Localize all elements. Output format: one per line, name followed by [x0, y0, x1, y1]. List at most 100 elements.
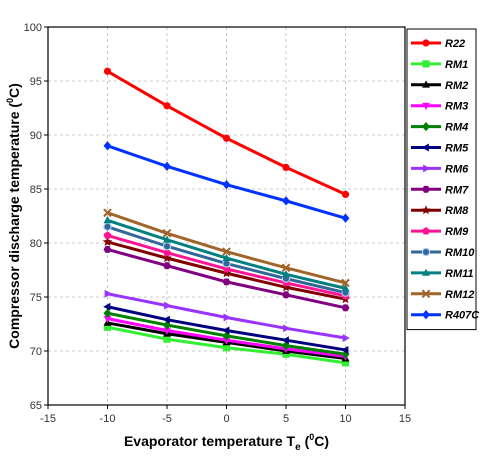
x-tick-label: 5	[283, 413, 289, 425]
data-point	[103, 216, 112, 224]
legend-item: RM9	[411, 226, 469, 238]
series-rm11	[103, 216, 350, 292]
x-tick-label: -10	[100, 413, 116, 425]
legend-item: RM4	[411, 122, 468, 134]
y-tick-label: 95	[30, 76, 42, 88]
legend-swatch-marker	[421, 289, 431, 299]
data-point	[162, 253, 172, 263]
x-tick-label: 15	[399, 413, 411, 425]
series-rm1	[103, 323, 350, 367]
legend-item: R407C	[411, 310, 480, 322]
data-point	[163, 102, 171, 110]
data-point	[104, 289, 112, 298]
series-rm5	[103, 302, 349, 354]
x-tick-label: -15	[40, 413, 56, 425]
legend-item: RM6	[411, 163, 469, 175]
data-point	[281, 263, 291, 273]
legend-label: RM2	[445, 80, 468, 92]
data-point	[103, 246, 112, 253]
data-point	[222, 344, 231, 352]
axis-ticks: -15 -10 -5 0 5 10 15 65 70 75 80 85 90 95 100	[24, 22, 411, 425]
legend-item: RM11	[411, 268, 474, 280]
data-point	[103, 308, 112, 318]
data-point	[341, 345, 349, 354]
data-point	[281, 336, 289, 345]
data-point	[103, 315, 112, 323]
legend: R22 RM1 RM2 RM3 RM4 RM5 RM6 RM7 RM8 RM9 RM10 RM11 RM…	[406, 28, 480, 331]
legend-item: RM7	[411, 184, 469, 196]
x-tick-label: 0	[223, 413, 229, 425]
data-point	[282, 163, 290, 171]
legend-label: R407C	[445, 310, 480, 322]
legend-item: RM12	[411, 289, 474, 301]
y-tick-label: 90	[30, 130, 42, 142]
data-point	[163, 262, 171, 270]
x-axis-title-superscript: 0	[309, 432, 314, 442]
y-tick-label: 100	[24, 22, 42, 34]
x-axis-title: Evaporator temperature Te (0C)	[124, 432, 329, 453]
x-tick-label: 10	[339, 413, 351, 425]
data-point	[163, 327, 171, 335]
data-point	[103, 67, 112, 75]
y-tick-label: 85	[30, 184, 42, 196]
data-point	[103, 222, 112, 231]
y-tick-label: 80	[30, 238, 42, 250]
legend-swatch-marker	[421, 247, 431, 257]
series-rm4	[103, 308, 350, 359]
legend-item: RM3	[411, 101, 468, 113]
data-point	[163, 320, 171, 330]
data-point	[222, 253, 231, 261]
data-point	[163, 248, 171, 257]
data-point	[341, 284, 350, 292]
legend-swatch-marker	[422, 268, 430, 276]
data-point	[341, 359, 350, 367]
legend-swatch-marker	[421, 205, 431, 215]
legend-swatch-marker	[422, 226, 430, 235]
data-point	[103, 302, 111, 311]
data-point	[162, 242, 172, 251]
data-point	[341, 213, 350, 223]
series-r22	[103, 67, 350, 198]
series-rm6	[104, 289, 350, 342]
legend-label: RM3	[445, 101, 468, 113]
data-point	[341, 190, 350, 198]
data-point	[282, 196, 290, 206]
legend-label: R22	[445, 38, 465, 50]
legend-label: RM7	[445, 184, 469, 196]
legend-swatch-marker	[422, 185, 430, 193]
x-axis-title-subscript: e	[295, 442, 301, 453]
legend-swatch-marker	[422, 60, 430, 68]
data-point	[162, 228, 172, 238]
data-point	[283, 324, 291, 333]
y-tick-label: 70	[30, 346, 42, 358]
data-series	[102, 67, 351, 367]
legend-label: RM8	[445, 205, 469, 217]
data-point	[282, 291, 290, 299]
y-axis-title-superscript: 0	[5, 98, 15, 103]
data-point	[103, 323, 112, 331]
legend-swatch-marker	[421, 143, 429, 152]
data-point	[341, 304, 350, 312]
data-point	[163, 161, 171, 171]
legend-swatch-marker	[422, 39, 430, 47]
data-point	[164, 301, 172, 310]
series-r407c	[103, 141, 350, 223]
data-point	[222, 134, 231, 142]
data-point	[103, 208, 112, 218]
data-point	[223, 313, 231, 322]
data-point	[281, 282, 291, 292]
legend-label: RM5	[445, 143, 469, 155]
legend-item: R22	[411, 38, 465, 50]
data-point	[222, 278, 231, 286]
data-point	[162, 315, 170, 324]
data-point	[102, 236, 113, 246]
y-axis-title: Compressor discharge temperature (0C)	[5, 83, 22, 349]
legend-item: RM8	[411, 205, 469, 217]
legend-swatch-marker	[423, 164, 431, 173]
legend-label: RM1	[445, 59, 468, 71]
legend-swatch-marker	[422, 80, 430, 88]
legend-label: RM9	[445, 226, 469, 238]
legend-item: RM5	[411, 143, 469, 155]
legend-item: RM2	[411, 80, 468, 92]
